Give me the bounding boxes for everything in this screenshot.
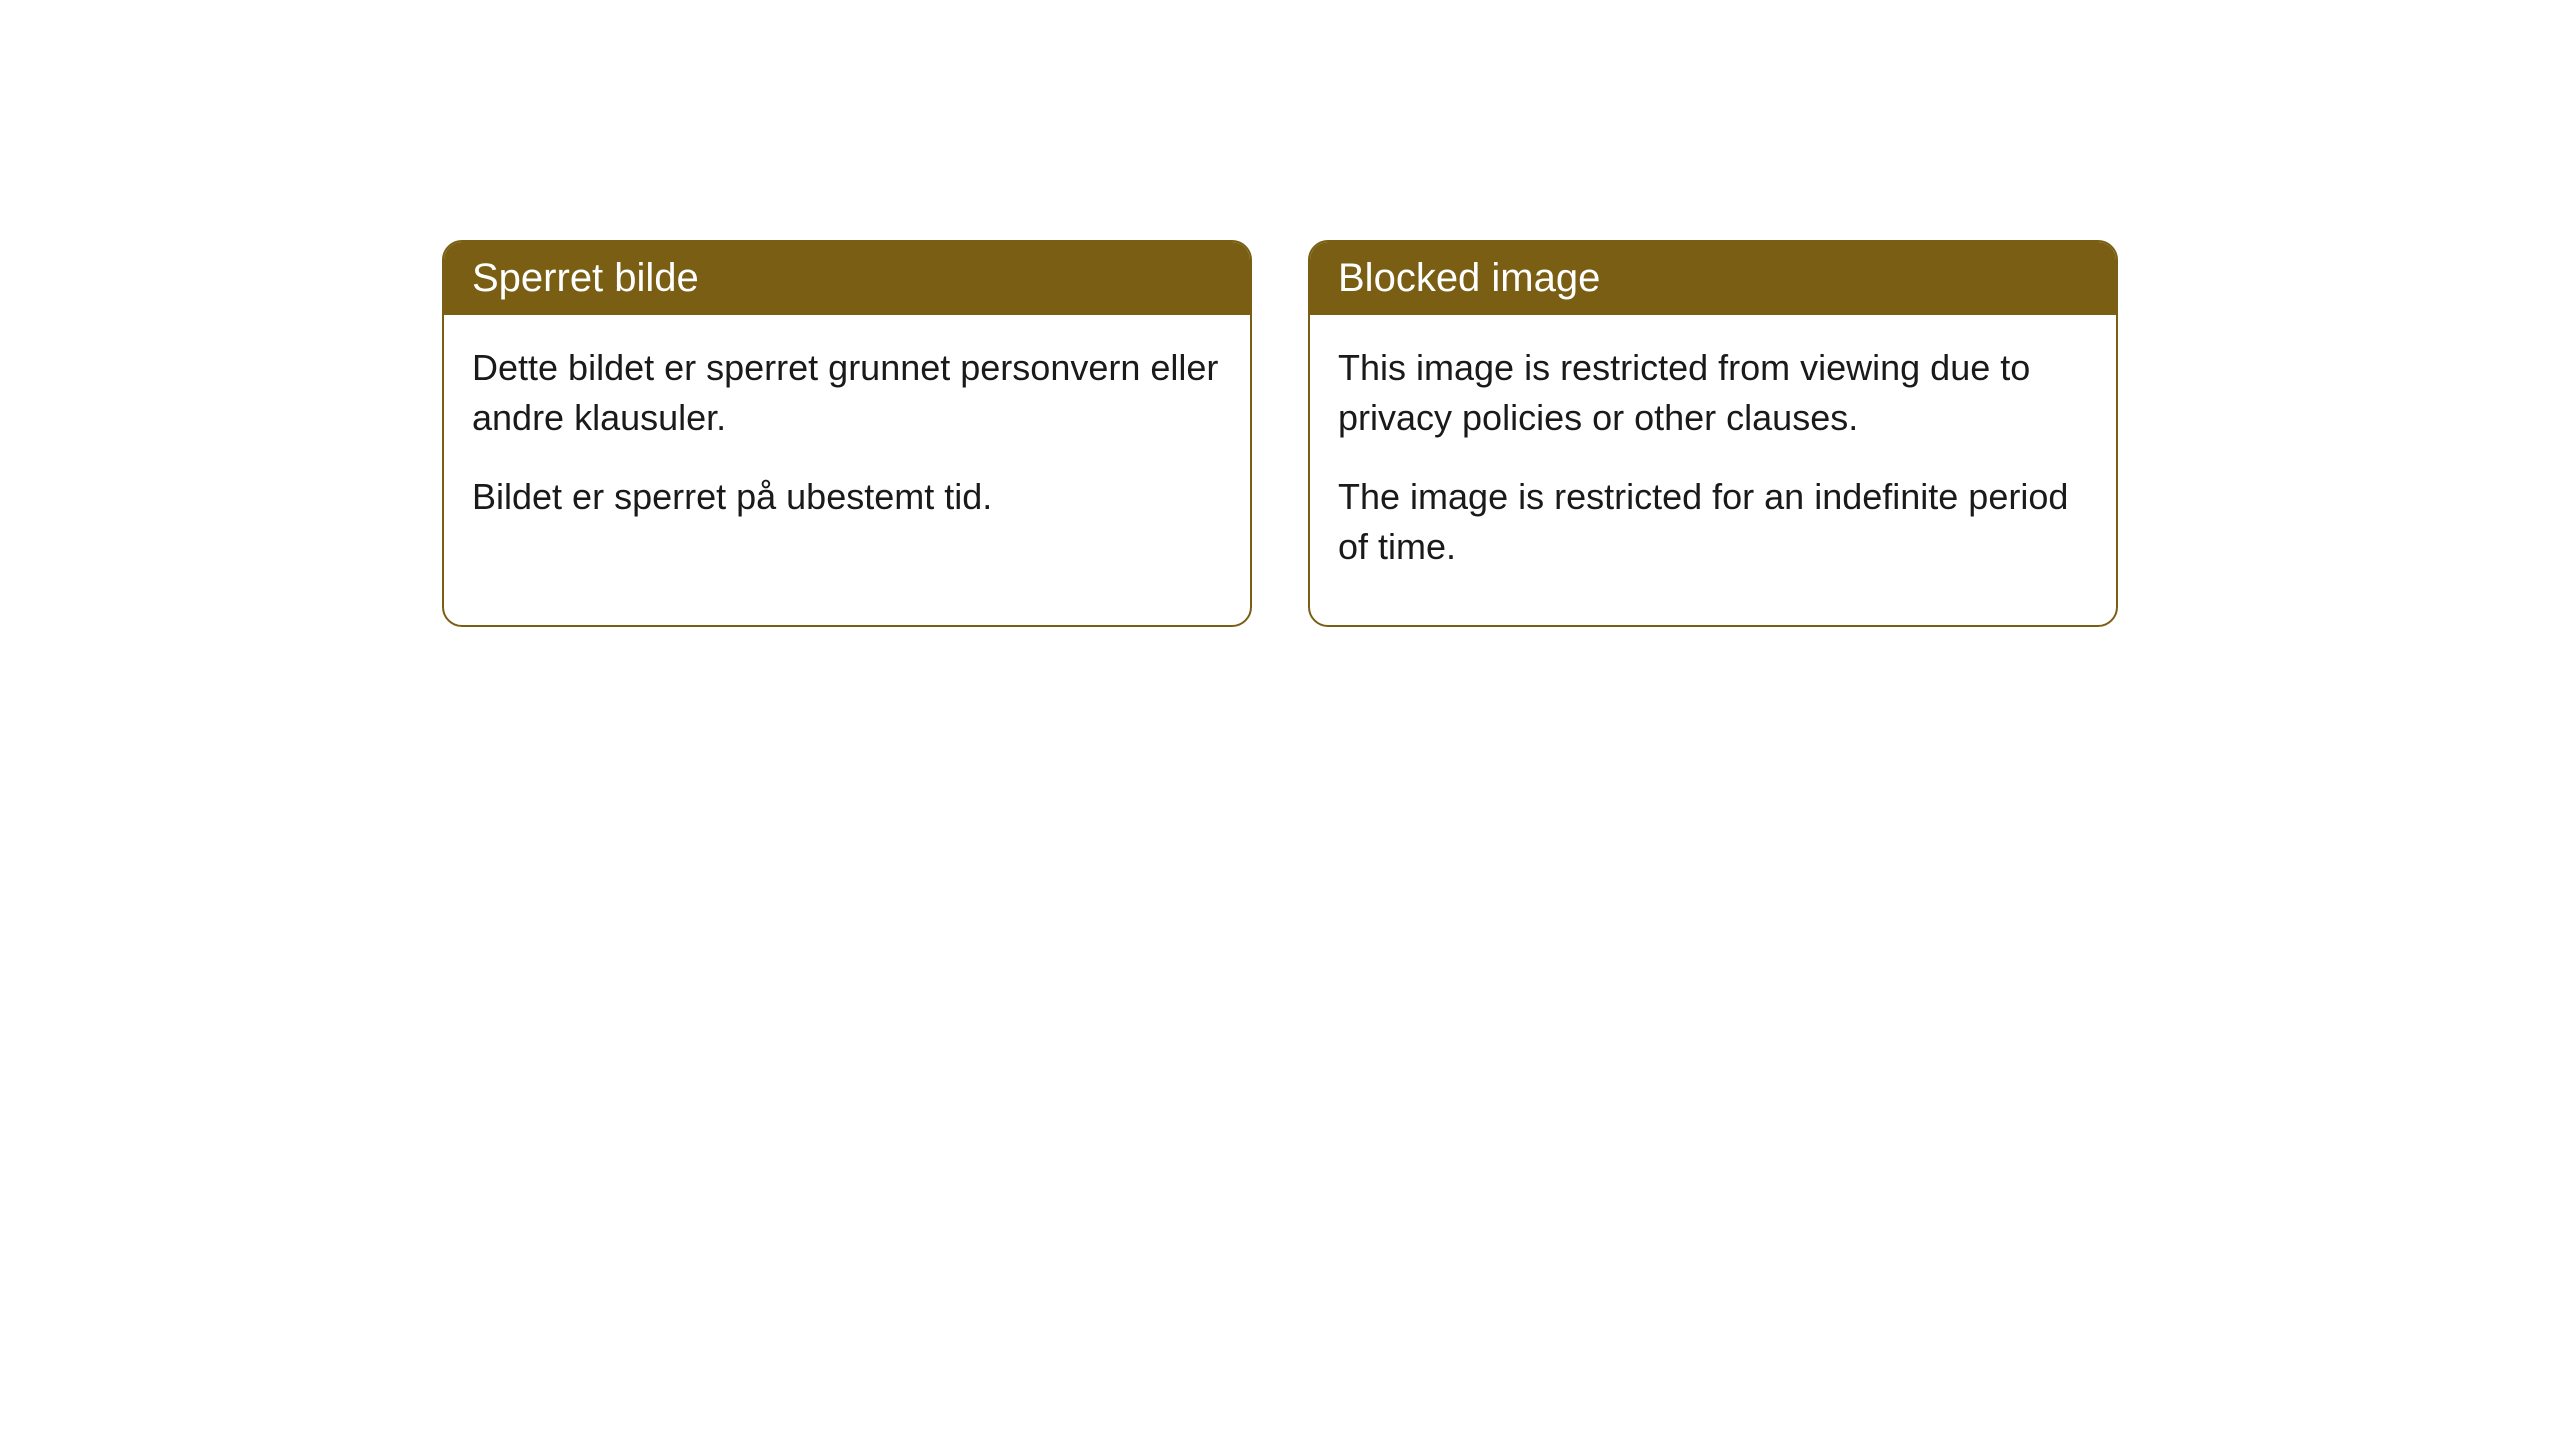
blocked-image-card-english: Blocked image This image is restricted f… bbox=[1308, 240, 2118, 627]
card-paragraph-1: This image is restricted from viewing du… bbox=[1338, 343, 2088, 444]
blocked-image-card-norwegian: Sperret bilde Dette bildet er sperret gr… bbox=[442, 240, 1252, 627]
card-body: This image is restricted from viewing du… bbox=[1310, 315, 2116, 625]
card-body: Dette bildet er sperret grunnet personve… bbox=[444, 315, 1250, 574]
card-paragraph-2: Bildet er sperret på ubestemt tid. bbox=[472, 472, 1222, 522]
card-title: Sperret bilde bbox=[472, 256, 699, 300]
message-cards-container: Sperret bilde Dette bildet er sperret gr… bbox=[442, 240, 2118, 627]
card-header: Blocked image bbox=[1310, 242, 2116, 315]
card-header: Sperret bilde bbox=[444, 242, 1250, 315]
card-paragraph-1: Dette bildet er sperret grunnet personve… bbox=[472, 343, 1222, 444]
card-title: Blocked image bbox=[1338, 256, 1600, 300]
card-paragraph-2: The image is restricted for an indefinit… bbox=[1338, 472, 2088, 573]
